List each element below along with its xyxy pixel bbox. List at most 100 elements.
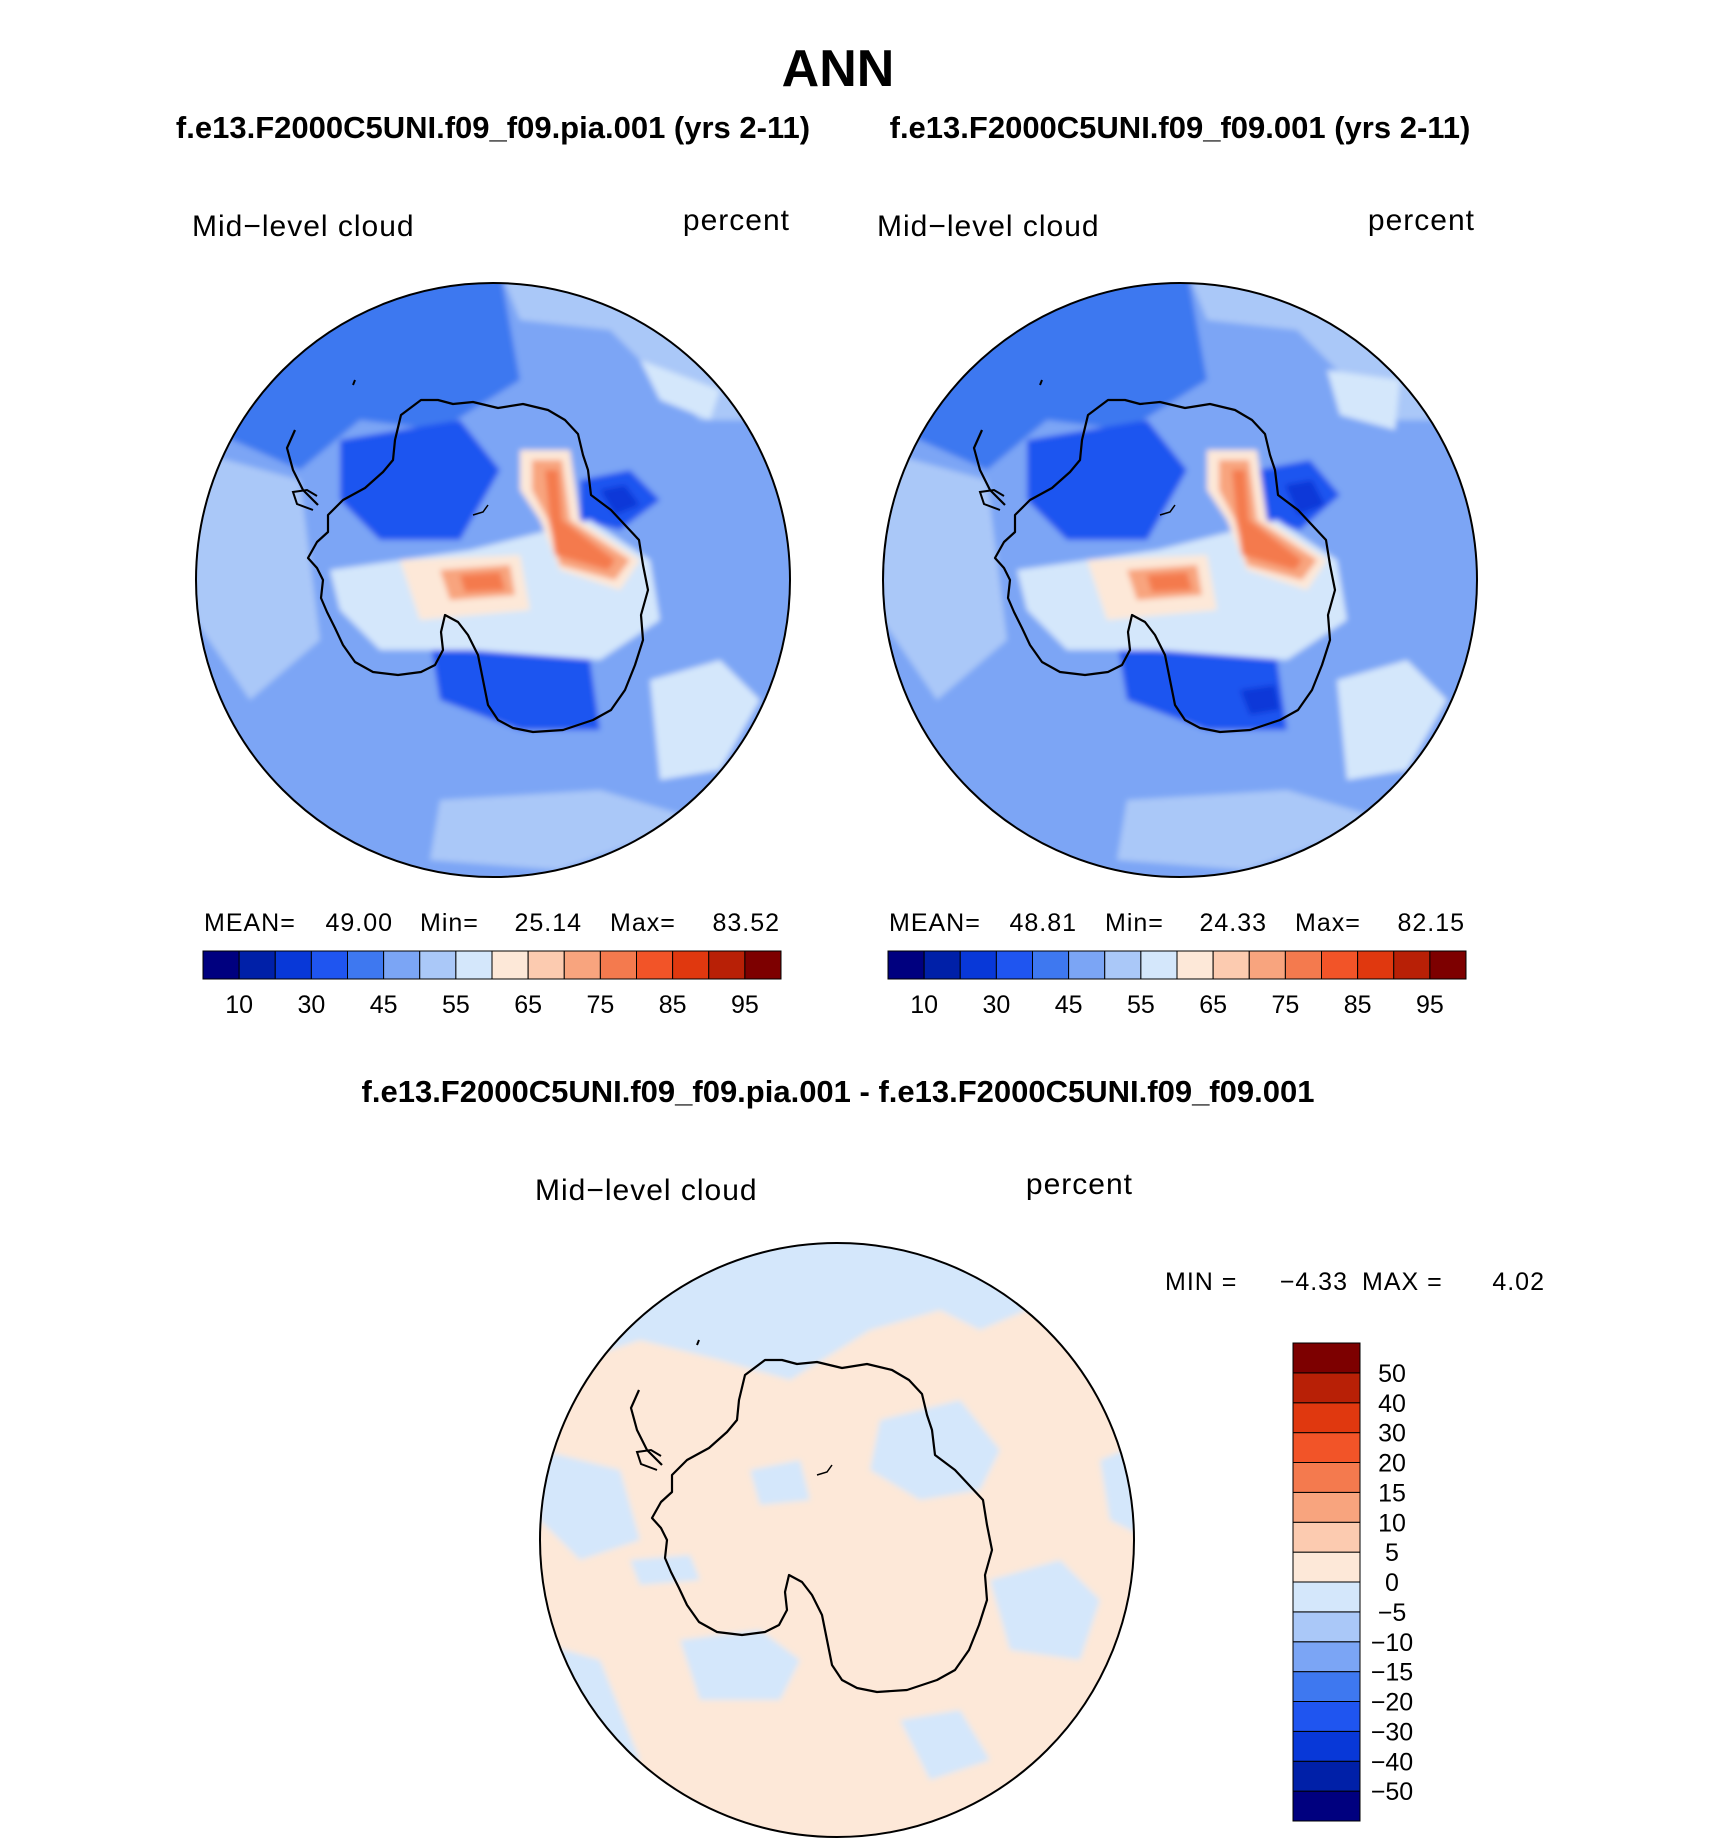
- diff-panel-min-value: −4.33: [1280, 1268, 1348, 1296]
- colorbar-swatch: [995, 950, 1033, 980]
- diff-panel-map: [539, 1242, 1135, 1838]
- colorbar-swatch: [1292, 1581, 1361, 1613]
- colorbar-tick-label: −15: [1371, 1659, 1413, 1687]
- colorbar-tick-label: 10: [910, 991, 938, 1019]
- colorbar-tick-label: 50: [1378, 1360, 1406, 1388]
- colorbar-swatch: [1292, 1372, 1361, 1404]
- colorbar-swatch: [1292, 1432, 1361, 1463]
- panel-control-variable-label: Mid−level cloud: [877, 210, 1100, 243]
- colorbar-tick-label: 45: [370, 991, 398, 1019]
- colorbar-tick-label: 95: [731, 991, 759, 1019]
- colorbar-swatch: [1292, 1671, 1361, 1702]
- colorbar-tick-label: 40: [1378, 1390, 1406, 1418]
- colorbar-swatch: [599, 950, 637, 980]
- colorbar-swatch: [310, 950, 348, 980]
- panel-test-variable-label: Mid−level cloud: [192, 210, 415, 243]
- diff-panel-title: f.e13.F2000C5UNI.f09_f09.pia.001 - f.e13…: [362, 1074, 1315, 1109]
- colorbar-swatch: [1284, 950, 1322, 980]
- colorbar-swatch: [563, 950, 601, 980]
- colorbar-tick-label: −30: [1371, 1718, 1413, 1746]
- colorbar-tick-label: 10: [1378, 1509, 1406, 1537]
- panel-control-mean-label: MEAN=: [889, 909, 981, 937]
- colorbar-swatch: [1393, 950, 1431, 980]
- colorbar-tick-label: 30: [982, 991, 1010, 1019]
- colorbar-swatch: [1032, 950, 1070, 980]
- colorbar-swatch: [1248, 950, 1286, 980]
- panel-test-units-label: percent: [683, 204, 790, 237]
- panel-control-units-label: percent: [1368, 204, 1475, 237]
- colorbar-swatch: [202, 950, 240, 980]
- diff-panel-max-value: 4.02: [1492, 1268, 1545, 1296]
- colorbar-swatch: [708, 950, 746, 980]
- panel-control-case-title: f.e13.F2000C5UNI.f09_f09.001 (yrs 2-11): [890, 110, 1471, 145]
- colorbar-swatch: [1292, 1462, 1361, 1493]
- colorbar-swatch: [1292, 1641, 1361, 1673]
- colorbar-tick-label: 65: [514, 991, 542, 1019]
- panel-test-stats: MEAN= 49.00 Min= 25.14 Max= 83.52: [204, 909, 780, 937]
- panel-test-mean-label: MEAN=: [204, 909, 296, 937]
- panel-test-max-value: 83.52: [712, 909, 780, 937]
- colorbar-swatch: [347, 950, 385, 980]
- colorbar-tick-label: 45: [1055, 991, 1083, 1019]
- colorbar-swatch: [455, 950, 493, 980]
- colorbar-tick-label: −10: [1371, 1629, 1413, 1657]
- panel-test-min-label: Min=: [420, 909, 479, 937]
- panel-test: f.e13.F2000C5UNI.f09_f09.pia.001 (yrs 2-…: [176, 110, 810, 1019]
- colorbar-tick-label: 85: [1344, 991, 1372, 1019]
- panel-control-map: [882, 282, 1478, 878]
- colorbar-swatch: [1104, 950, 1142, 980]
- panel-control-colorbar: 10 30 45 55 65 75 85 95: [887, 950, 1467, 1019]
- panel-test-mean-value: 49.00: [325, 909, 393, 937]
- diff-panel-variable-label: Mid−level cloud: [535, 1174, 758, 1207]
- colorbar-swatch: [1292, 1760, 1361, 1792]
- colorbar-swatch: [383, 950, 421, 980]
- colorbar-swatch: [1321, 950, 1359, 980]
- colorbar-tick-label: 95: [1416, 991, 1444, 1019]
- diff-panel-max-label: MAX =: [1362, 1268, 1443, 1296]
- colorbar-swatch: [1292, 1342, 1361, 1374]
- colorbar-swatch: [1429, 950, 1467, 980]
- colorbar-swatch: [636, 950, 674, 980]
- panel-control-stats: MEAN= 48.81 Min= 24.33 Max= 82.15: [889, 909, 1465, 937]
- colorbar-swatch: [1292, 1730, 1361, 1762]
- panel-control-min-value: 24.33: [1199, 909, 1267, 937]
- panel-control-max-value: 82.15: [1397, 909, 1465, 937]
- colorbar-swatch: [959, 950, 997, 980]
- colorbar-tick-label: 15: [1378, 1479, 1406, 1507]
- colorbar-swatch: [274, 950, 312, 980]
- colorbar-swatch: [1292, 1790, 1361, 1822]
- diff-panel: f.e13.F2000C5UNI.f09_f09.pia.001 - f.e13…: [362, 1074, 1545, 1838]
- panel-test-max-label: Max=: [610, 909, 676, 937]
- colorbar-swatch: [887, 950, 925, 980]
- colorbar-swatch: [1292, 1551, 1361, 1583]
- colorbar-swatch: [1292, 1611, 1361, 1643]
- colorbar-swatch: [1176, 950, 1214, 980]
- colorbar-swatch: [672, 950, 710, 980]
- diff-panel-min-label: MIN =: [1165, 1268, 1237, 1296]
- colorbar-tick-label: 5: [1385, 1539, 1399, 1567]
- colorbar-tick-label: 55: [1127, 991, 1155, 1019]
- panel-control-max-label: Max=: [1295, 909, 1361, 937]
- colorbar-tick-label: 85: [659, 991, 687, 1019]
- colorbar-swatch: [1212, 950, 1250, 980]
- panel-test-case-title: f.e13.F2000C5UNI.f09_f09.pia.001 (yrs 2-…: [176, 110, 810, 145]
- colorbar-swatch: [1068, 950, 1106, 980]
- colorbar-swatch: [238, 950, 276, 980]
- colorbar-tick-label: 30: [297, 991, 325, 1019]
- colorbar-tick-label: 75: [586, 991, 614, 1019]
- colorbar-tick-label: −40: [1371, 1748, 1413, 1776]
- colorbar-tick-label: 55: [442, 991, 470, 1019]
- panel-test-min-value: 25.14: [514, 909, 582, 937]
- colorbar-swatch: [1292, 1491, 1361, 1523]
- colorbar-swatch: [1357, 950, 1395, 980]
- panel-test-map: [195, 282, 791, 878]
- panel-test-colorbar: 10 30 45 55 65 75 85 95: [202, 950, 782, 1019]
- diff-panel-units-label: percent: [1026, 1168, 1133, 1201]
- page-title: ANN: [782, 40, 895, 98]
- panel-control: f.e13.F2000C5UNI.f09_f09.001 (yrs 2-11) …: [877, 110, 1478, 1019]
- colorbar-swatch: [527, 950, 565, 980]
- colorbar-tick-label: −50: [1371, 1778, 1413, 1806]
- colorbar-swatch: [923, 950, 961, 980]
- colorbar-tick-label: −20: [1371, 1689, 1413, 1717]
